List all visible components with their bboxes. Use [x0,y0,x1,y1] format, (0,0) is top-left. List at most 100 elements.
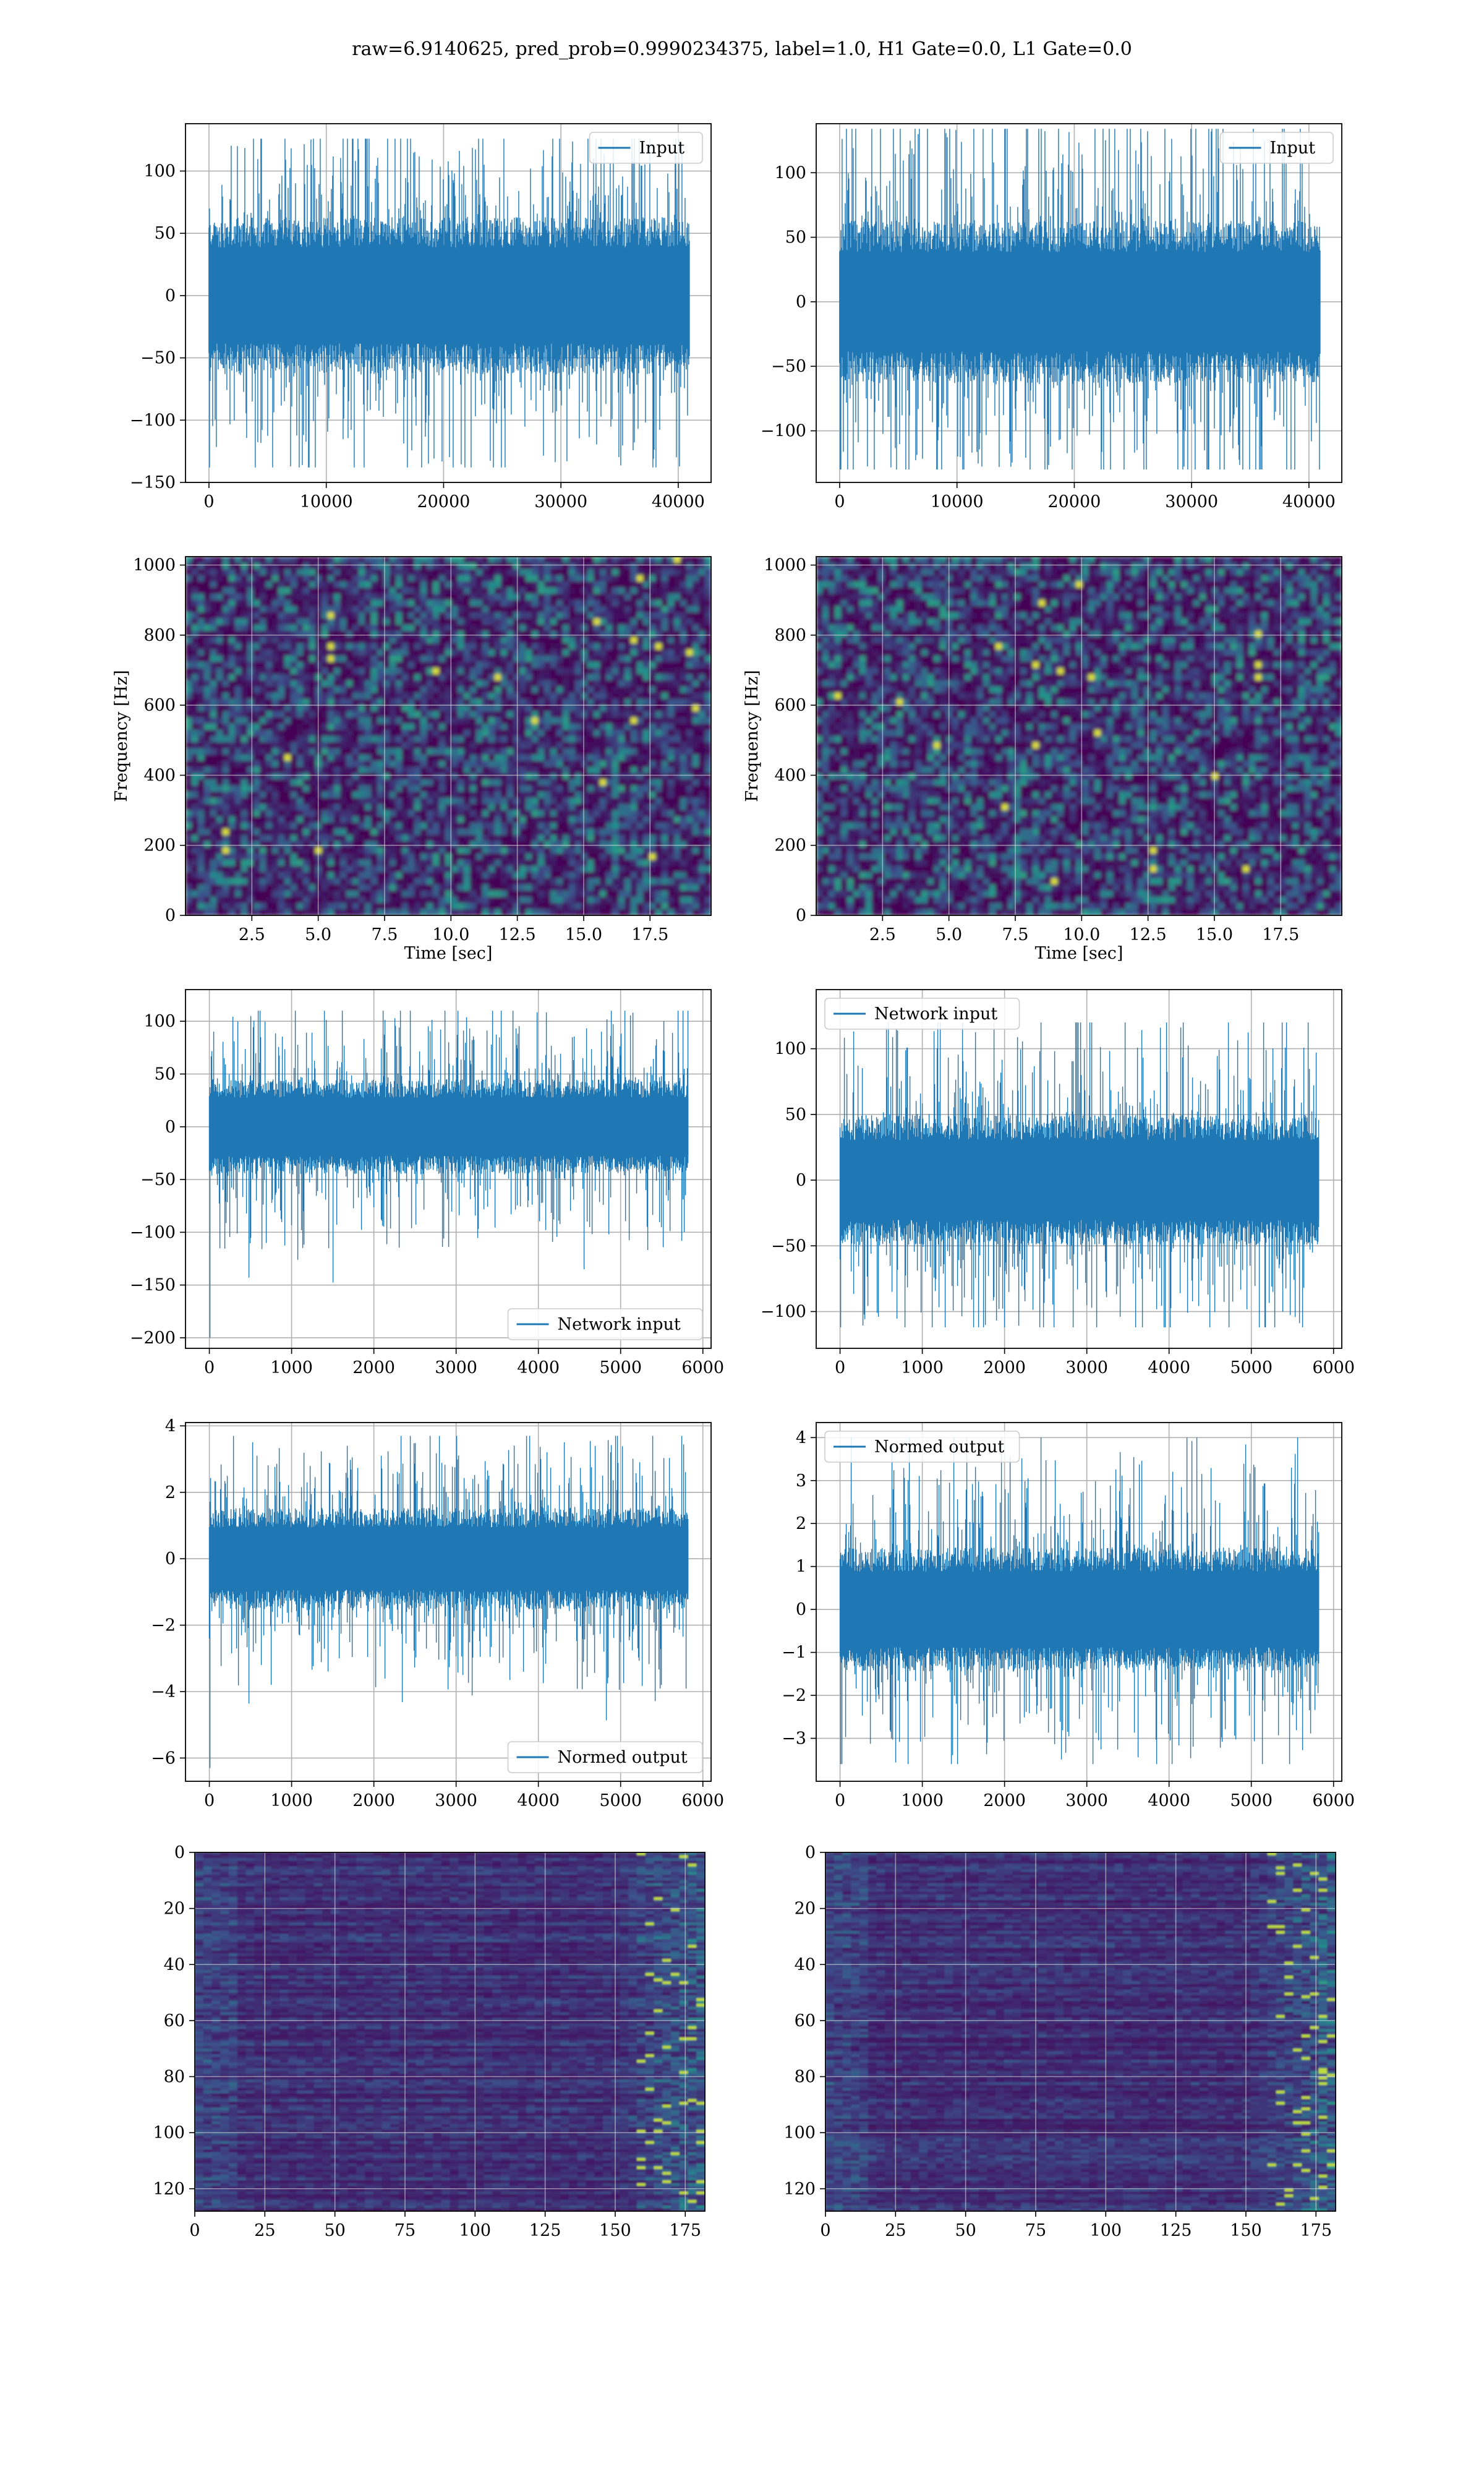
y-axis-label: Frequency [Hz] [112,670,131,802]
legend: Network input [825,998,1020,1029]
y-tick-label: −50 [140,349,176,368]
x-tick-label: 6000 [1312,1791,1355,1810]
y-tick-label: 20 [795,1899,816,1919]
x-tick-label: 40000 [1282,492,1336,511]
feature-map-image [195,1852,706,2212]
y-tick-label: 400 [143,766,176,785]
y-tick-label: 0 [165,906,176,925]
y-tick-label: 0 [165,1549,176,1569]
y-tick-label: 1000 [764,556,806,575]
x-tick-label: 3000 [1065,1358,1108,1377]
y-tick-label: 200 [774,836,806,855]
y-tick-label: 0 [805,1843,816,1862]
x-tick-label: 175 [1300,2221,1332,2240]
y-tick-label: −2 [151,1616,176,1635]
y-tick-label: 60 [164,2011,185,2031]
y-tick-label: −50 [140,1170,176,1189]
x-tick-label: 6000 [681,1358,724,1377]
x-tick-label: 5.0 [936,925,962,944]
x-tick-label: 12.5 [499,925,536,944]
legend-label: Input [1270,139,1316,158]
y-tick-label: 4 [796,1428,806,1447]
x-tick-label: 6000 [1312,1358,1355,1377]
plot-p1: 0 10000 20000 30000 40000−150−100−50050100In… [130,124,711,511]
x-tick-label: 30000 [534,492,587,511]
x-tick-label: 10000 [931,492,984,511]
x-tick-label: 4000 [1148,1791,1190,1810]
y-tick-label: −200 [130,1329,176,1348]
legend-label: Network input [558,1315,681,1334]
y-tick-label: 100 [153,2123,185,2142]
x-tick-label: 75 [394,2221,416,2240]
series-line [840,1437,1319,1764]
y-tick-label: 100 [783,2123,816,2142]
y-tick-label: 50 [785,1105,806,1124]
y-tick-label: 2 [796,1514,806,1533]
y-tick-label: −150 [130,473,176,492]
x-tick-label: 4000 [517,1791,560,1810]
legend: Input [590,132,703,163]
legend: Network input [508,1309,703,1340]
plot-p7: 0 1000 2000 3000 4000 5000 6000−6−4−2024Normed… [151,1416,724,1810]
y-tick-label: 0 [796,293,806,312]
x-tick-label: 15.0 [1196,925,1233,944]
x-tick-label: 150 [599,2221,631,2240]
y-tick-label: 50 [155,224,176,243]
x-tick-label: 25 [885,2221,906,2240]
y-tick-label: −50 [771,357,806,376]
x-axis-label: Time [sec] [1035,944,1124,963]
series-line [210,1436,688,1768]
y-tick-label: 0 [165,1118,176,1137]
x-tick-label: 150 [1230,2221,1262,2240]
y-tick-label: −3 [782,1729,806,1748]
plot-p6: 0 1000 2000 3000 4000 5000 6000−100−50050100Ne… [761,990,1355,1377]
x-tick-label: 100 [459,2221,492,2240]
y-tick-label: 50 [785,228,806,247]
plot-p5: 0 1000 2000 3000 4000 5000 6000−200−150−100−50… [130,990,724,1377]
y-tick-label: 0 [796,1600,806,1619]
x-tick-label: 2.5 [239,925,265,944]
y-tick-label: 200 [143,836,176,855]
x-tick-label: 2000 [352,1358,395,1377]
y-tick-label: 40 [164,1955,185,1974]
x-tick-label: 40000 [652,492,705,511]
x-tick-label: 12.5 [1130,925,1167,944]
x-tick-label: 50 [324,2221,345,2240]
series-line [840,129,1320,469]
y-tick-label: 0 [796,906,806,925]
x-tick-label: 50 [955,2221,976,2240]
x-tick-label: 2.5 [869,925,896,944]
y-tick-label: 2 [165,1483,176,1502]
y-tick-label: 0 [165,286,176,306]
y-tick-label: −4 [151,1682,176,1701]
plot-p3: 2.5 5.0 7.5 10.0 12.5 15.0 17.5020040060080010… [112,556,712,963]
y-tick-label: 100 [774,163,806,182]
x-tick-label: 30000 [1165,492,1218,511]
legend: Input [1221,132,1334,163]
y-tick-label: 50 [155,1064,176,1084]
x-tick-label: 5000 [1230,1791,1273,1810]
x-tick-label: 0 [835,1791,845,1810]
x-tick-label: 0 [203,492,214,511]
x-tick-label: 20000 [1047,492,1101,511]
x-tick-label: 10.0 [1063,925,1100,944]
x-tick-label: 125 [529,2221,561,2240]
y-tick-label: 120 [153,2180,185,2199]
x-tick-label: 0 [204,1791,215,1810]
spectrogram-image [816,557,1342,916]
y-tick-label: 4 [165,1416,176,1436]
x-tick-label: 75 [1025,2221,1046,2240]
x-tick-label: 175 [669,2221,701,2240]
y-tick-label: −6 [151,1748,176,1768]
x-tick-label: 3000 [435,1358,477,1377]
x-tick-label: 25 [254,2221,275,2240]
x-tick-label: 6000 [681,1791,724,1810]
x-tick-label: 4000 [1148,1358,1190,1377]
series-line [210,1011,688,1338]
y-tick-label: −150 [130,1276,176,1295]
